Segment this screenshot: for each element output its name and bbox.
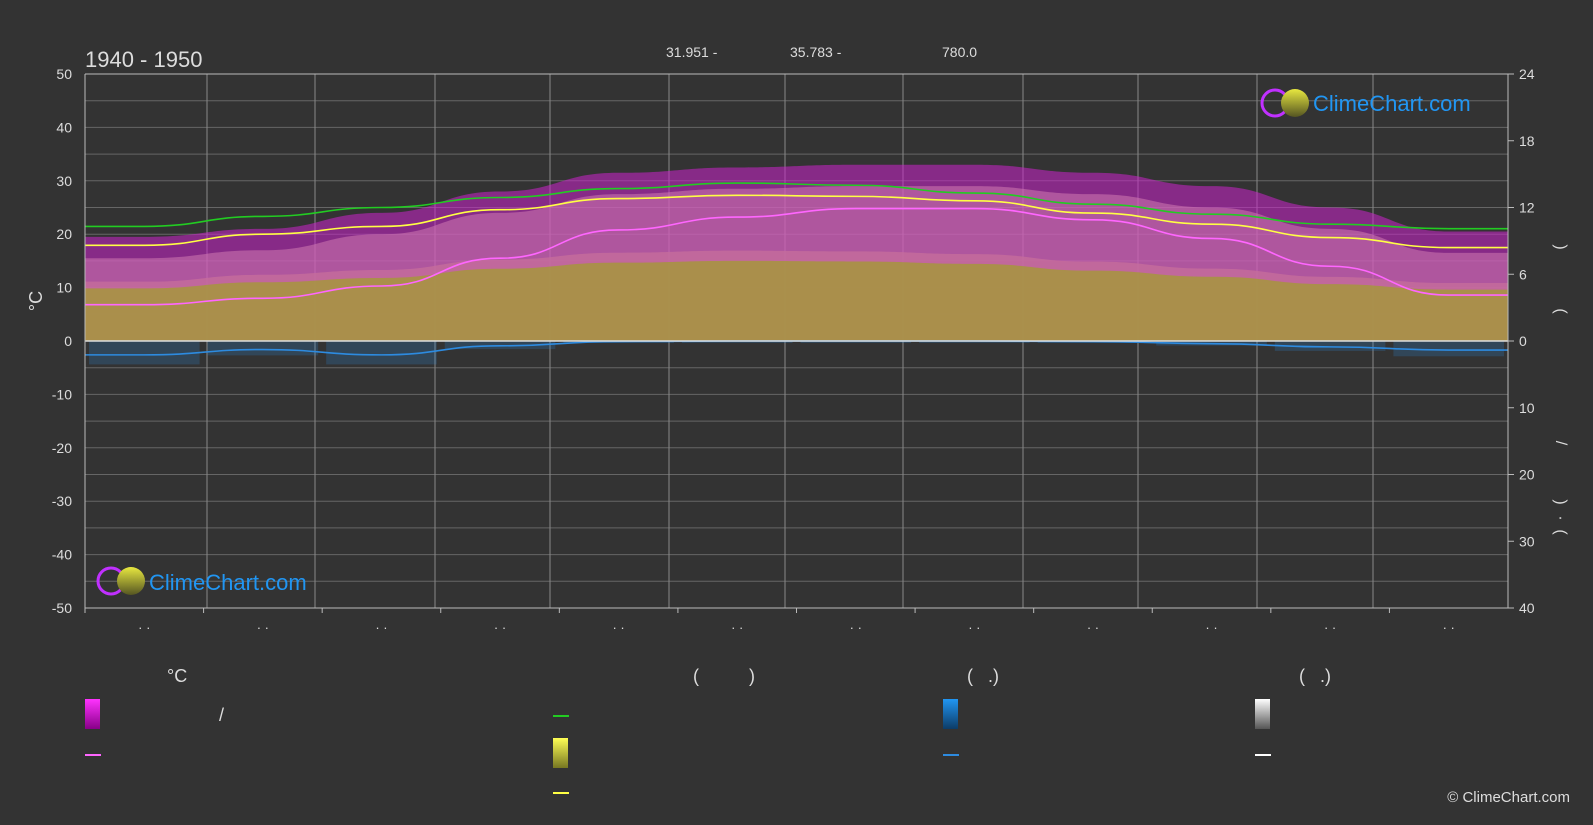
- logo-sun-icon: [1281, 89, 1309, 117]
- precip-bar: [1274, 341, 1386, 351]
- logo-text-top: ClimeChart.com: [1313, 91, 1471, 116]
- legend-header-rain: ( .): [967, 666, 999, 686]
- right-tick-label-hours: 0: [1519, 333, 1527, 349]
- month-label: · ·: [1324, 620, 1336, 635]
- axes: 50 40 30 20 10 0 -10 -20 -30 -40 -50 24 18 12 6 0 10 20 30…: [52, 66, 1535, 635]
- left-tick-label: -50: [52, 600, 72, 616]
- left-tick-label: 40: [56, 119, 72, 135]
- logo-text-bottom: ClimeChart.com: [149, 570, 307, 595]
- month-label: · ·: [494, 620, 506, 635]
- right-axis-label-bottom: /: [1552, 441, 1569, 446]
- logo-top[interactable]: ClimeChart.com: [1260, 88, 1471, 118]
- precip-bar: [800, 341, 912, 343]
- mean-temp-line: [85, 207, 1508, 306]
- legend-snow-swatch: [1255, 699, 1270, 729]
- right-tick-label-precip: 30: [1519, 533, 1535, 549]
- precip-bar: [89, 341, 200, 365]
- left-axis-unit: °C: [26, 291, 46, 311]
- precip-bar: [207, 341, 319, 356]
- logo-sun-icon: [117, 567, 145, 595]
- left-tick-label: 30: [56, 173, 72, 189]
- right-axis-dot: ·: [1552, 515, 1569, 520]
- left-tick-label: -10: [52, 386, 72, 402]
- legend: °C ( ) ( .) ( .) /: [85, 666, 1331, 794]
- precip-bar: [326, 341, 437, 365]
- elevation-value: 780.0: [942, 44, 977, 60]
- right-tick-label-precip: 40: [1519, 600, 1535, 616]
- left-tick-label: -30: [52, 493, 72, 509]
- month-label: · ·: [1205, 620, 1217, 635]
- copyright[interactable]: © ClimeChart.com: [1447, 789, 1570, 806]
- precip-bar: [1393, 341, 1504, 357]
- month-label: · ·: [1443, 620, 1455, 635]
- precip-bar: [681, 341, 793, 343]
- right-tick-label-hours: 24: [1519, 66, 1535, 82]
- sunshine-area-lower: [85, 260, 1508, 341]
- legend-sunshine-swatch: [553, 738, 568, 768]
- daylight-line: [85, 182, 1508, 230]
- left-tick-label: 50: [56, 66, 72, 82]
- legend-header-temperature: °C: [167, 666, 187, 686]
- left-tick-label: -40: [52, 547, 72, 563]
- logo-bottom[interactable]: ClimeChart.com: [96, 566, 307, 596]
- month-label: · ·: [850, 620, 862, 635]
- right-axis-label-top: ): [1552, 244, 1569, 249]
- month-label: · ·: [375, 620, 387, 635]
- month-label: · ·: [968, 620, 980, 635]
- left-tick-label: -20: [52, 440, 72, 456]
- legend-rain-swatch: [943, 699, 958, 729]
- right-axis-paren-open: (: [1552, 529, 1569, 535]
- month-label: · ·: [612, 620, 624, 635]
- right-tick-label-hours: 12: [1519, 200, 1535, 216]
- precip-bar: [919, 341, 1030, 343]
- right-tick-label-hours: 18: [1519, 133, 1535, 149]
- data-layer: [85, 164, 1508, 365]
- lon-value: 35.783 -: [790, 44, 842, 60]
- right-tick-label-precip: 10: [1519, 400, 1535, 416]
- left-tick-label: 20: [56, 226, 72, 242]
- legend-temp-range-swatch: [85, 699, 100, 729]
- left-tick-label: 10: [56, 280, 72, 296]
- legend-header-snow: ( .): [1299, 666, 1331, 686]
- right-axis-paren-close: ): [1552, 499, 1569, 504]
- legend-temp-range-slash: /: [219, 705, 224, 725]
- right-axis-label-mid: (: [1552, 308, 1569, 314]
- sunshine-line: [85, 194, 1508, 249]
- left-tick-label: 0: [64, 333, 72, 349]
- right-tick-label-hours: 6: [1519, 266, 1527, 282]
- period-title: 1940 - 1950: [85, 47, 202, 72]
- right-tick-label-precip: 20: [1519, 467, 1535, 483]
- month-label: · ·: [138, 620, 150, 635]
- month-label: · ·: [731, 620, 743, 635]
- legend-header-sunshine: ( ): [693, 666, 755, 686]
- lat-value: 31.951 -: [666, 44, 718, 60]
- month-label: · ·: [257, 620, 269, 635]
- month-label: · ·: [1087, 620, 1099, 635]
